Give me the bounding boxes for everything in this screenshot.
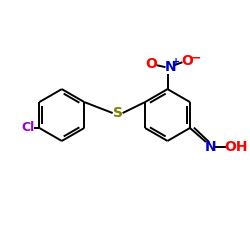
Text: N: N: [165, 60, 176, 74]
Text: O: O: [146, 57, 158, 71]
Text: O: O: [182, 54, 194, 68]
Text: Cl: Cl: [22, 122, 35, 134]
Text: +: +: [172, 57, 180, 67]
Text: OH: OH: [224, 140, 248, 154]
Text: N: N: [205, 140, 217, 154]
Text: S: S: [113, 106, 123, 120]
Text: −: −: [191, 52, 202, 65]
